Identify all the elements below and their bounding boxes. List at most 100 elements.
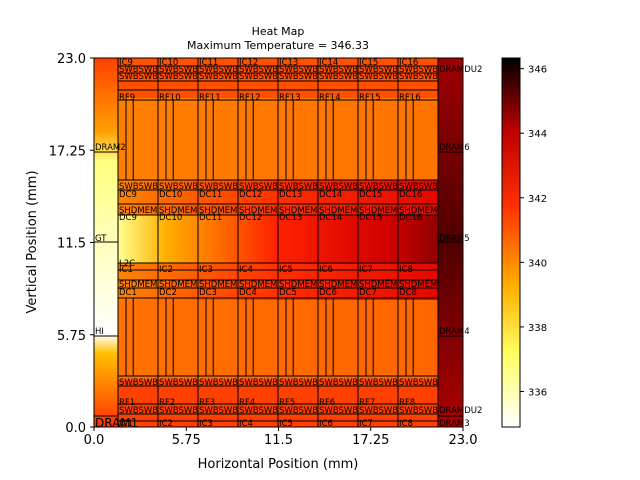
x-tick-label: 17.25 bbox=[352, 433, 389, 448]
heatmap-area: IC9SWBSWBSWBSWBRF9SWBSWBDC9SHDMEMDC9IC1S… bbox=[93, 57, 482, 430]
core-label-shdmem: SHDMEM bbox=[399, 280, 437, 290]
core-label-rf: RF12 bbox=[239, 93, 261, 103]
colorbar-tick-label: 340 bbox=[528, 258, 547, 269]
core-label-swb: SWBSWB bbox=[279, 65, 318, 75]
core-label-shdmem: SHDMEM bbox=[119, 206, 157, 216]
x-tick-label: 0.0 bbox=[84, 433, 105, 448]
core-label-shdmem: SHDMEM bbox=[239, 280, 277, 290]
colorbar-tick-label: 338 bbox=[528, 323, 547, 334]
core-label-dc: DC11 bbox=[199, 190, 222, 200]
floorplan-outlines bbox=[94, 58, 463, 427]
core-label-swb: SWBSWB bbox=[119, 72, 158, 82]
core-label-ic: IC8 bbox=[399, 419, 413, 429]
core-label-swb: SWBSWB bbox=[239, 182, 278, 192]
core-label-shdmem: SHDMEM bbox=[239, 206, 277, 216]
core-label-swb: SWBSWB bbox=[359, 182, 398, 192]
y-axis-label: Vertical Position (mm) bbox=[25, 170, 40, 313]
y-tick-label: 11.5 bbox=[57, 237, 86, 252]
core-label-dc: DC13 bbox=[279, 213, 302, 223]
core-label-ic: IC6 bbox=[319, 265, 333, 275]
core-label-dc: DC7 bbox=[359, 288, 377, 298]
x-tick-label: 11.5 bbox=[264, 433, 293, 448]
core-label-swb: SWBSWB bbox=[279, 378, 318, 388]
core-label-shdmem: SHDMEM bbox=[319, 280, 357, 290]
colorbar-tick-label: 336 bbox=[528, 387, 547, 398]
core-label-swb: SWBSWB bbox=[359, 72, 398, 82]
core-label-swb: SWBSWB bbox=[199, 72, 238, 82]
core-label-dc: DC3 bbox=[199, 288, 217, 298]
core-label-swb: SWBSWB bbox=[319, 72, 358, 82]
core-label-dc: DC10 bbox=[159, 213, 182, 223]
core-label-rf: RF15 bbox=[359, 93, 381, 103]
colorbar-ticks: 336 338 340 342 344 346 bbox=[520, 65, 547, 398]
core-label-shdmem: SHDMEM bbox=[359, 280, 397, 290]
core-label-dc: DC12 bbox=[239, 190, 262, 200]
core-label-swb: SWBSWB bbox=[359, 406, 398, 416]
core-label-swb: SWBSWB bbox=[319, 378, 358, 388]
core-label-ic: IC4 bbox=[239, 419, 253, 429]
core-label-dc: DC15 bbox=[359, 213, 382, 223]
core-label-swb: SWBSWB bbox=[359, 65, 398, 75]
core-label-rf: RF2 bbox=[159, 398, 175, 408]
core-label-ic: IC7 bbox=[359, 265, 373, 275]
core-label-rf: RF14 bbox=[319, 93, 341, 103]
core-label-dc: DC15 bbox=[359, 190, 382, 200]
core-label-dc: DC16 bbox=[399, 190, 422, 200]
core-label-ic: IC2 bbox=[159, 265, 173, 275]
die-label: DRAMDU2 bbox=[439, 65, 482, 75]
core-label-swb: SWBSWB bbox=[279, 182, 318, 192]
core-label-swb: SWBSWB bbox=[239, 72, 278, 82]
core-label-swb: SWBSWB bbox=[159, 378, 198, 388]
core-label-shdmem: SHDMEM bbox=[199, 206, 237, 216]
core-label-shdmem: SHDMEM bbox=[399, 206, 437, 216]
core-label-rf: RF3 bbox=[199, 398, 215, 408]
core-label-swb: SWBSWB bbox=[119, 182, 158, 192]
core-label-ic: IC1 bbox=[119, 265, 133, 275]
colorbar: 336 338 340 342 344 346 bbox=[501, 57, 547, 428]
die-label: GT bbox=[95, 234, 107, 244]
core-label-dc: DC9 bbox=[119, 190, 137, 200]
core-label-ic: IC9 bbox=[119, 58, 133, 68]
core-label-swb: SWBSWB bbox=[199, 378, 238, 388]
core-label-swb: SWBSWB bbox=[199, 65, 238, 75]
core-label-dc: DC4 bbox=[239, 288, 257, 298]
core-label-dc: DC6 bbox=[319, 288, 337, 298]
core-label-swb: SWBSWB bbox=[119, 378, 158, 388]
core-label-shdmem: SHDMEM bbox=[279, 280, 317, 290]
core-label-rf: RF16 bbox=[399, 93, 421, 103]
core-label-swb: SWBSWB bbox=[159, 65, 198, 75]
core-label-dc: DC13 bbox=[279, 190, 302, 200]
core-label-swb: SWBSWB bbox=[399, 406, 438, 416]
core-label-swb: SWBSWB bbox=[399, 378, 438, 388]
core-label-rf: RF11 bbox=[199, 93, 221, 103]
core-label-swb: SWBSWB bbox=[319, 406, 358, 416]
core-label-rf: RF8 bbox=[399, 398, 415, 408]
core-label-dc: DC12 bbox=[239, 213, 262, 223]
core-label-ic: IC10 bbox=[159, 58, 178, 68]
core-label-rf: RF10 bbox=[159, 93, 181, 103]
core-label-swb: SWBSWB bbox=[119, 65, 158, 75]
y-tick-label: 5.75 bbox=[57, 329, 86, 344]
die-label: DRAM1 bbox=[95, 416, 138, 430]
core-label-dc: DC11 bbox=[199, 213, 222, 223]
die-label: DRAM3 bbox=[439, 419, 470, 429]
core-label-dc: DC16 bbox=[399, 213, 422, 223]
core-label-swb: SWBSWB bbox=[119, 406, 158, 416]
core-label-swb: SWBSWB bbox=[319, 182, 358, 192]
core-label-shdmem: SHDMEM bbox=[159, 206, 197, 216]
core-label-ic: IC1 bbox=[119, 419, 133, 429]
die-label: DRAM4 bbox=[439, 327, 470, 337]
core-label-rf: RF4 bbox=[239, 398, 255, 408]
core-label-swb: SWBSWB bbox=[399, 182, 438, 192]
core-label-shdmem: SHDMEM bbox=[159, 280, 197, 290]
core-label-swb: SWBSWB bbox=[279, 406, 318, 416]
core-label-rf: RF6 bbox=[319, 398, 335, 408]
core-label-dc: DC8 bbox=[399, 288, 417, 298]
x-axis: 0.0 5.75 11.5 17.25 23.0 bbox=[84, 427, 477, 448]
core-label-swb: SWBSWB bbox=[239, 406, 278, 416]
core-label-ic: IC2 bbox=[159, 419, 173, 429]
colorbar-tick-label: 344 bbox=[528, 129, 547, 140]
core-label-ic: IC13 bbox=[279, 58, 298, 68]
core-label-ic: IC3 bbox=[199, 419, 213, 429]
y-tick-label: 0.0 bbox=[65, 421, 86, 436]
